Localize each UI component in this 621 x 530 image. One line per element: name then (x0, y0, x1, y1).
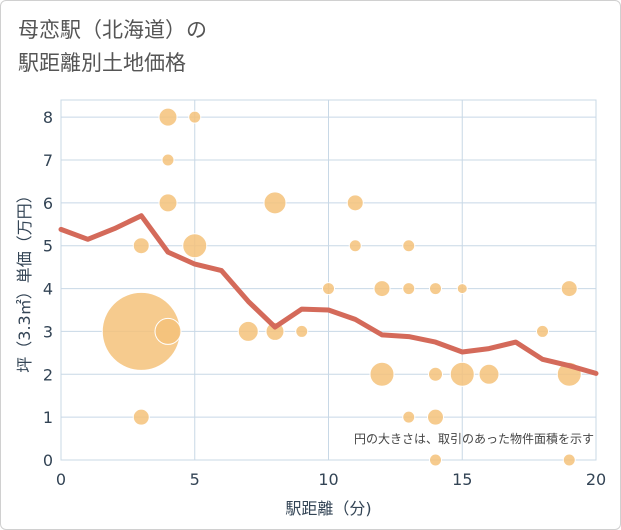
data-bubble (161, 153, 175, 167)
y-tick-label: 2 (43, 365, 53, 384)
x-tick-label: 15 (452, 470, 472, 489)
data-bubble (182, 233, 208, 259)
y-tick-label: 6 (43, 194, 53, 213)
y-tick-label: 8 (43, 108, 53, 127)
y-tick-label: 7 (43, 151, 53, 170)
data-bubble (132, 237, 150, 255)
data-bubble (449, 361, 475, 387)
data-bubble (428, 366, 443, 382)
title-line-1: 母恋駅（北海道）の (18, 18, 207, 42)
data-bubble (322, 282, 335, 296)
data-bubble (132, 408, 150, 426)
data-bubble (402, 239, 416, 253)
data-bubble (158, 193, 178, 213)
data-bubble (536, 324, 549, 338)
data-bubble (188, 110, 202, 124)
x-tick-label: 20 (586, 470, 606, 489)
x-tick-label: 0 (56, 470, 66, 489)
y-tick-label: 5 (43, 237, 53, 256)
y-tick-label: 0 (43, 451, 53, 470)
data-bubble (237, 320, 259, 342)
bubbles (101, 107, 582, 467)
data-bubble (429, 453, 442, 467)
data-bubble (263, 191, 287, 215)
data-bubble (429, 282, 442, 296)
data-bubble (478, 363, 500, 385)
x-axis-label: 駅距離（分) (285, 499, 371, 518)
y-tick-label: 4 (43, 280, 53, 299)
y-tick-label: 1 (43, 408, 53, 427)
data-bubble (346, 194, 364, 212)
data-bubble (369, 361, 395, 387)
data-bubble (560, 280, 578, 298)
data-bubble (295, 324, 309, 338)
size-note: 円の大きさは、取引のあった物件面積を示す (354, 431, 594, 446)
data-bubble (373, 280, 391, 298)
x-tick-label: 10 (318, 470, 338, 489)
data-bubble (348, 239, 362, 253)
title-line-2: 駅距離別土地価格 (18, 51, 186, 75)
data-bubble (154, 317, 182, 345)
data-bubble (562, 453, 576, 467)
y-tick-label: 3 (43, 322, 53, 341)
y-axis-label: 坪（3.3㎡）単価（万円） (15, 187, 34, 372)
data-bubble (158, 107, 178, 127)
trend-line (58, 213, 599, 376)
grid-lines (60, 99, 597, 461)
x-tick-label: 5 (190, 470, 200, 489)
data-bubble (456, 283, 468, 295)
data-bubble (402, 410, 416, 424)
data-bubble (402, 282, 416, 296)
data-bubble (427, 408, 444, 426)
chart-title: 母恋駅（北海道）の 駅距離別土地価格 (18, 14, 207, 80)
axis-ticks: 0 5 10 15 20 0 1 2 3 4 5 6 7 8 (43, 108, 606, 489)
